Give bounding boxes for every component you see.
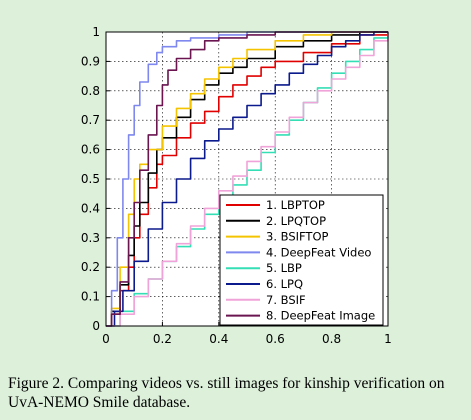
- y-tick-label: 0: [92, 319, 100, 333]
- legend-label-2-lpqtop: 2. LPQTOP: [266, 214, 326, 228]
- series-lines: [106, 31, 389, 327]
- legend-label-5-lbp: 5. LBP: [266, 261, 302, 275]
- x-tick-label: 0.6: [266, 332, 285, 346]
- series-line-8-deepfeat-image: [106, 31, 388, 327]
- y-tick-label: 0.6: [81, 143, 100, 157]
- y-tick-label: 0.7: [81, 113, 100, 127]
- y-tick-label: 0.3: [81, 231, 100, 245]
- x-tick-label: 0.4: [209, 332, 228, 346]
- x-tick-label: 0.8: [322, 332, 341, 346]
- series-line-2-lpqtop: [106, 31, 388, 327]
- figure-caption: Figure 2. Comparing videos vs. still ima…: [8, 375, 445, 411]
- legend-label-6-lpq: 6. LPQ: [266, 277, 303, 291]
- axis-ticks: 0 0.2 0.4 0.6 0.8 1 0 0.1 0.2 0.3 0.4 0.5 0.6 0.7 0.8 0…: [81, 25, 392, 346]
- series-line-4-deepfeat-video: [106, 31, 388, 327]
- legend-label-4-deepfeat-video: 4. DeepFeat Video: [266, 245, 371, 259]
- y-tick-label: 0.5: [81, 172, 100, 186]
- legend-label-7-bsif: 7. BSIF: [266, 293, 306, 307]
- y-tick-label: 0.1: [81, 290, 100, 304]
- legend-label-8-deepfeat-image: 8. DeepFeat Image: [266, 309, 375, 323]
- roc-chart: 0 0.2 0.4 0.6 0.8 1 0 0.1 0.2 0.3 0.4 0.5 0.6 0.7 0.8 0…: [81, 25, 392, 346]
- series-line-1-lbptop: [106, 32, 389, 327]
- x-tick-label: 0: [102, 332, 110, 346]
- y-tick-label: 0.9: [81, 54, 100, 68]
- series-line-7-bsif: [106, 32, 389, 327]
- legend-label-1-lbptop: 1. LBPTOP: [266, 198, 325, 212]
- y-tick-label: 0.2: [81, 260, 100, 274]
- y-tick-label: 0.8: [81, 84, 100, 98]
- x-tick-label: 0.2: [153, 332, 172, 346]
- y-tick-label: 0.4: [81, 201, 100, 215]
- x-tick-label: 1: [384, 332, 392, 346]
- legend-label-3-bsiftop: 3. BSIFTOP: [266, 230, 328, 244]
- series-line-6-lpq: [106, 31, 388, 327]
- y-tick-label: 1: [92, 25, 100, 39]
- legend-box: [219, 194, 384, 326]
